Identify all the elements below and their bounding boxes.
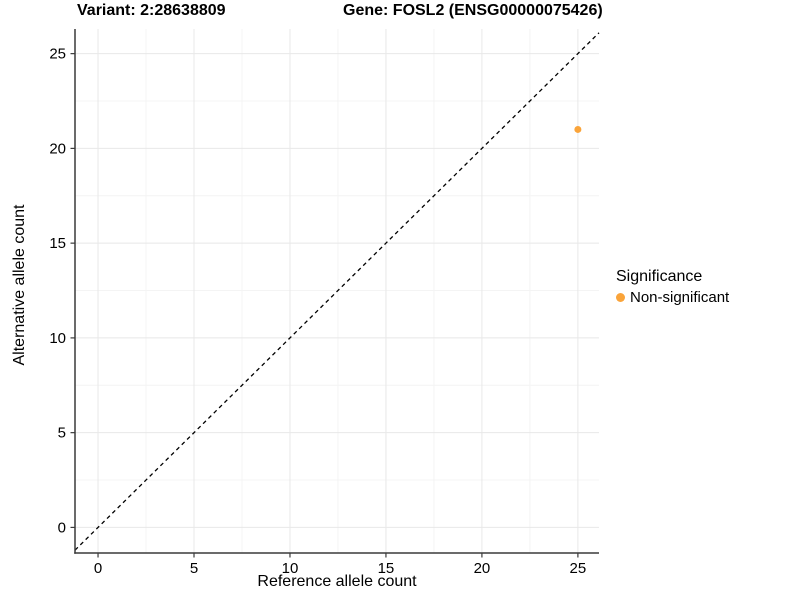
plot-title-gene: Gene: FOSL2 (ENSG00000075426) xyxy=(343,2,603,19)
y-tick-label: 5 xyxy=(58,425,66,442)
x-tick-label: 10 xyxy=(282,560,299,577)
y-tick-label: 15 xyxy=(49,235,66,252)
x-tick-label: 25 xyxy=(570,560,587,577)
y-tick-label: 25 xyxy=(49,46,66,63)
legend-title: Significance xyxy=(616,268,703,285)
identity-line xyxy=(74,32,600,551)
data-point xyxy=(574,125,582,133)
x-tick-label: 15 xyxy=(378,560,395,577)
x-axis-title: Reference allele count xyxy=(257,573,417,590)
y-tick-label: 20 xyxy=(49,140,66,157)
x-tick-label: 0 xyxy=(94,560,102,577)
legend-point-icon xyxy=(616,293,625,302)
y-axis-title: Alternative allele count xyxy=(11,204,28,366)
y-tick-label: 10 xyxy=(49,330,66,347)
plot-title-variant: Variant: 2:28638809 xyxy=(77,2,226,19)
x-tick-label: 5 xyxy=(190,560,198,577)
y-tick-label: 0 xyxy=(58,519,66,536)
legend-item-label: Non-significant xyxy=(630,289,730,306)
legend: Significance Non-significant xyxy=(616,268,729,306)
x-tick-label: 20 xyxy=(474,560,491,577)
legend-item-non-significant: Non-significant xyxy=(616,289,729,306)
